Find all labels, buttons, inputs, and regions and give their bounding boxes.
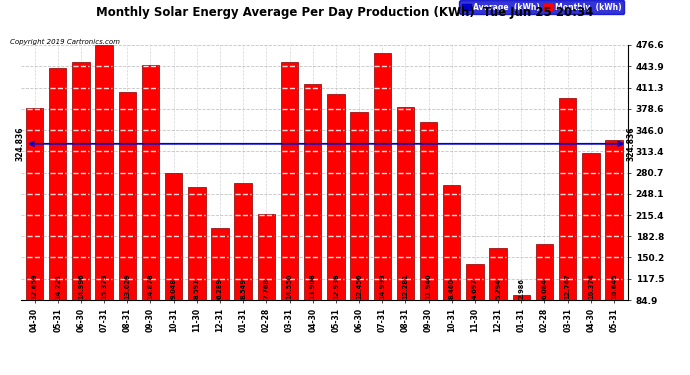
Text: 8.591: 8.591	[194, 279, 200, 299]
Bar	[513, 295, 530, 355]
Bar	[397, 107, 414, 355]
Bar	[327, 94, 344, 355]
Text: 13.029: 13.029	[124, 274, 130, 299]
Text: 15.373: 15.373	[101, 274, 107, 299]
Text: 10.645: 10.645	[611, 274, 617, 299]
Text: 8.549: 8.549	[240, 279, 246, 299]
Text: 12.456: 12.456	[356, 274, 362, 299]
Text: 2.986: 2.986	[518, 278, 524, 299]
Text: 12.938: 12.938	[333, 274, 339, 299]
Text: Copyright 2019 Cartronics.com: Copyright 2019 Cartronics.com	[10, 39, 120, 45]
Bar	[188, 188, 206, 355]
Text: 324.836: 324.836	[627, 126, 635, 161]
Bar	[72, 62, 90, 355]
Text: 14.996: 14.996	[78, 274, 84, 299]
Bar	[443, 184, 460, 355]
Text: 14.878: 14.878	[148, 274, 153, 299]
Text: 12.747: 12.747	[564, 274, 571, 299]
Bar	[257, 214, 275, 355]
Text: 6.289: 6.289	[217, 278, 223, 299]
Text: 8.460: 8.460	[448, 278, 455, 299]
Bar	[489, 248, 507, 355]
Bar	[281, 62, 298, 355]
Text: 9.048: 9.048	[170, 278, 177, 299]
Text: 14.993: 14.993	[380, 274, 385, 299]
Bar	[466, 264, 484, 355]
Bar	[235, 183, 252, 355]
Bar	[605, 141, 622, 355]
Bar	[49, 68, 66, 355]
Text: 14.550: 14.550	[286, 274, 293, 299]
Bar	[119, 92, 136, 355]
Bar	[165, 172, 182, 355]
Text: 12.659: 12.659	[32, 274, 38, 299]
Text: Monthly Solar Energy Average Per Day Production (KWh)  Tue Jun 25 20:34: Monthly Solar Energy Average Per Day Pro…	[97, 6, 593, 19]
Bar	[351, 112, 368, 355]
Text: 12.281: 12.281	[402, 274, 408, 299]
Text: 13.908: 13.908	[310, 274, 316, 299]
Bar	[211, 228, 228, 355]
Text: 7.768: 7.768	[264, 278, 269, 299]
Text: 10.374: 10.374	[588, 274, 594, 299]
Bar	[304, 84, 322, 355]
Bar	[420, 122, 437, 355]
Text: 11.940: 11.940	[426, 274, 431, 299]
Bar	[559, 98, 576, 355]
Text: 5.294: 5.294	[495, 279, 501, 299]
Text: 14.221: 14.221	[55, 274, 61, 299]
Bar	[26, 108, 43, 355]
Bar	[95, 45, 113, 355]
Text: 6.084: 6.084	[542, 278, 547, 299]
Text: 4.697: 4.697	[472, 278, 478, 299]
Bar	[141, 65, 159, 355]
Legend: Average  (kWh), Monthly  (kWh): Average (kWh), Monthly (kWh)	[460, 0, 624, 14]
Bar	[535, 244, 553, 355]
Bar	[373, 53, 391, 355]
Bar	[582, 153, 600, 355]
Text: 324.836: 324.836	[15, 126, 24, 161]
